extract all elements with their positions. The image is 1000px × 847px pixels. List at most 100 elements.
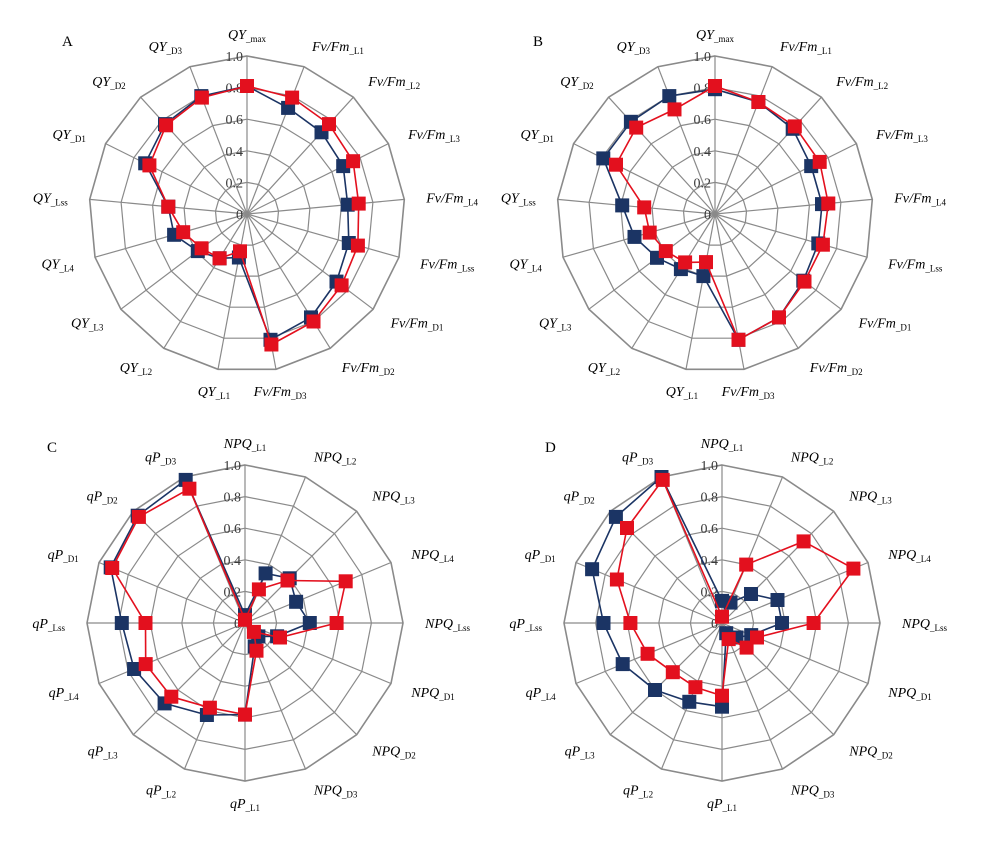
axis-label-sub: _L3 <box>88 323 104 333</box>
axis-label-main: qP <box>48 548 64 563</box>
radar-panel-a: A 0 0.2 0.4 0.6 0.8 1.0 QY_max Fv/Fm_L1 Fv/Fm_L2 F… <box>0 0 500 423</box>
data-point <box>289 594 304 609</box>
data-point <box>667 102 682 117</box>
axis-label-main: NPQ <box>223 437 252 452</box>
grid <box>88 55 406 371</box>
data-point <box>775 616 789 630</box>
axis-label-sub: _D1 <box>915 692 932 702</box>
axis-label-main: NPQ <box>790 451 819 466</box>
data-point <box>688 680 703 695</box>
axis-label: QY_D1 <box>520 128 553 144</box>
grid-spoke <box>714 213 868 258</box>
data-point <box>249 643 264 658</box>
axis-label-sub: _D1 <box>539 554 556 564</box>
data-point <box>161 199 176 214</box>
series-red <box>142 79 366 352</box>
axis-label: qP_L2 <box>623 783 653 799</box>
tick-label: 0.4 <box>694 145 712 160</box>
grid-spoke <box>140 96 248 215</box>
data-point <box>194 90 209 105</box>
axis-label-sub: _L1 <box>728 443 744 453</box>
axis-label-sub: _Lss <box>518 197 537 207</box>
tick-label: 0 <box>704 208 711 223</box>
axis-label-main: QY <box>539 317 559 332</box>
tick-label: 0.2 <box>226 176 244 191</box>
data-point <box>608 509 623 524</box>
grid-spoke <box>246 143 389 215</box>
axis-label: Fv/Fm_L1 <box>311 40 364 56</box>
data-point <box>721 632 736 647</box>
axis-label-main: NPQ <box>848 744 877 759</box>
tick-label: 0.6 <box>226 113 244 128</box>
axis-label-main: Fv/Fm <box>341 361 379 376</box>
axis-labels: NPQ_L1NPQ_L2NPQ_L3NPQ_L4NPQ_LssNPQ_D1NPQ… <box>32 437 470 813</box>
axis-label-main: NPQ <box>410 686 439 701</box>
data-point <box>797 274 812 289</box>
data-point <box>731 332 746 347</box>
axis-label: Fv/Fm_D2 <box>809 361 863 377</box>
data-point <box>329 616 344 630</box>
data-point <box>739 557 754 572</box>
data-point <box>648 683 662 697</box>
axis-label: NPQ_D1 <box>887 686 932 702</box>
axis-label: qP_D1 <box>525 548 556 564</box>
radar-chart-c: C00.20.40.60.81.0NPQ_L1NPQ_L2NPQ_L3NPQ_L… <box>32 437 470 813</box>
grid-spoke <box>557 198 716 215</box>
axis-label: QY_L3 <box>539 317 572 333</box>
axis-label-main: QY <box>120 361 140 376</box>
axis-label: QY_L2 <box>120 361 152 377</box>
data-point <box>846 561 861 576</box>
axis-label-main: QY <box>520 128 540 143</box>
axis-label-main: Fv/Fm <box>367 75 405 90</box>
data-point <box>623 616 638 630</box>
axis-label-sub: _D1 <box>438 692 455 702</box>
axis-label-sub: _D2 <box>876 750 893 760</box>
series-dark <box>585 470 789 714</box>
grid-ring <box>88 55 406 371</box>
data-point <box>796 534 811 549</box>
axis-label: Fv/Fm_L3 <box>875 128 928 144</box>
axis-label-sub: _max <box>245 34 266 44</box>
axis-label-sub: _L1 <box>683 391 699 401</box>
data-point <box>715 699 729 714</box>
data-point <box>682 694 697 709</box>
panel-letter: B <box>533 34 543 50</box>
axis-label-sub: _D1 <box>537 134 554 144</box>
axis-label-sub: _D3 <box>166 46 183 56</box>
axis-label-sub: _Lss <box>456 263 475 273</box>
axis-label: qP_Lss <box>32 617 65 633</box>
tick-label: 0 <box>711 617 718 632</box>
grid-spoke <box>721 510 835 624</box>
axis-label-main: qP <box>509 617 525 632</box>
axis-label-sub: _Lss <box>452 623 471 633</box>
axis-label-main: QY <box>33 191 53 206</box>
data-point <box>176 225 191 240</box>
axis-label-main: qP <box>88 744 104 759</box>
axis-label-main: NPQ <box>313 783 342 798</box>
axis-label-sub: _Lss <box>47 623 66 633</box>
axis-label-main: qP <box>230 797 246 812</box>
axis-label: QY_L4 <box>41 257 74 273</box>
axis-label-sub: _D3 <box>160 457 177 467</box>
axis-label-sub: _L1 <box>816 46 832 56</box>
axis-label: Fv/Fm_D3 <box>721 385 775 401</box>
axis-label-main: Fv/Fm <box>407 128 445 143</box>
axis-label: QY_L1 <box>198 385 230 401</box>
axis-label: NPQ_D2 <box>848 744 893 760</box>
axis-label-main: NPQ <box>313 451 342 466</box>
axis-label: QY_L4 <box>509 257 542 273</box>
series-red <box>609 79 836 347</box>
data-point <box>233 244 247 259</box>
axis-label-sub: _L3 <box>912 134 928 144</box>
axis-label-sub: _D3 <box>818 789 835 799</box>
axis-label: QY_L2 <box>588 361 620 377</box>
data-point <box>772 310 786 325</box>
data-point <box>609 572 624 587</box>
axis-label-sub: _D2 <box>578 496 595 506</box>
axis-label-sub: _L1 <box>245 803 261 813</box>
data-point <box>662 89 677 104</box>
tick-label: 1.0 <box>224 459 242 474</box>
axis-label: QY_D2 <box>92 75 125 91</box>
axis-label-main: Fv/Fm <box>390 317 428 332</box>
axis-label: NPQ_D3 <box>790 783 835 799</box>
